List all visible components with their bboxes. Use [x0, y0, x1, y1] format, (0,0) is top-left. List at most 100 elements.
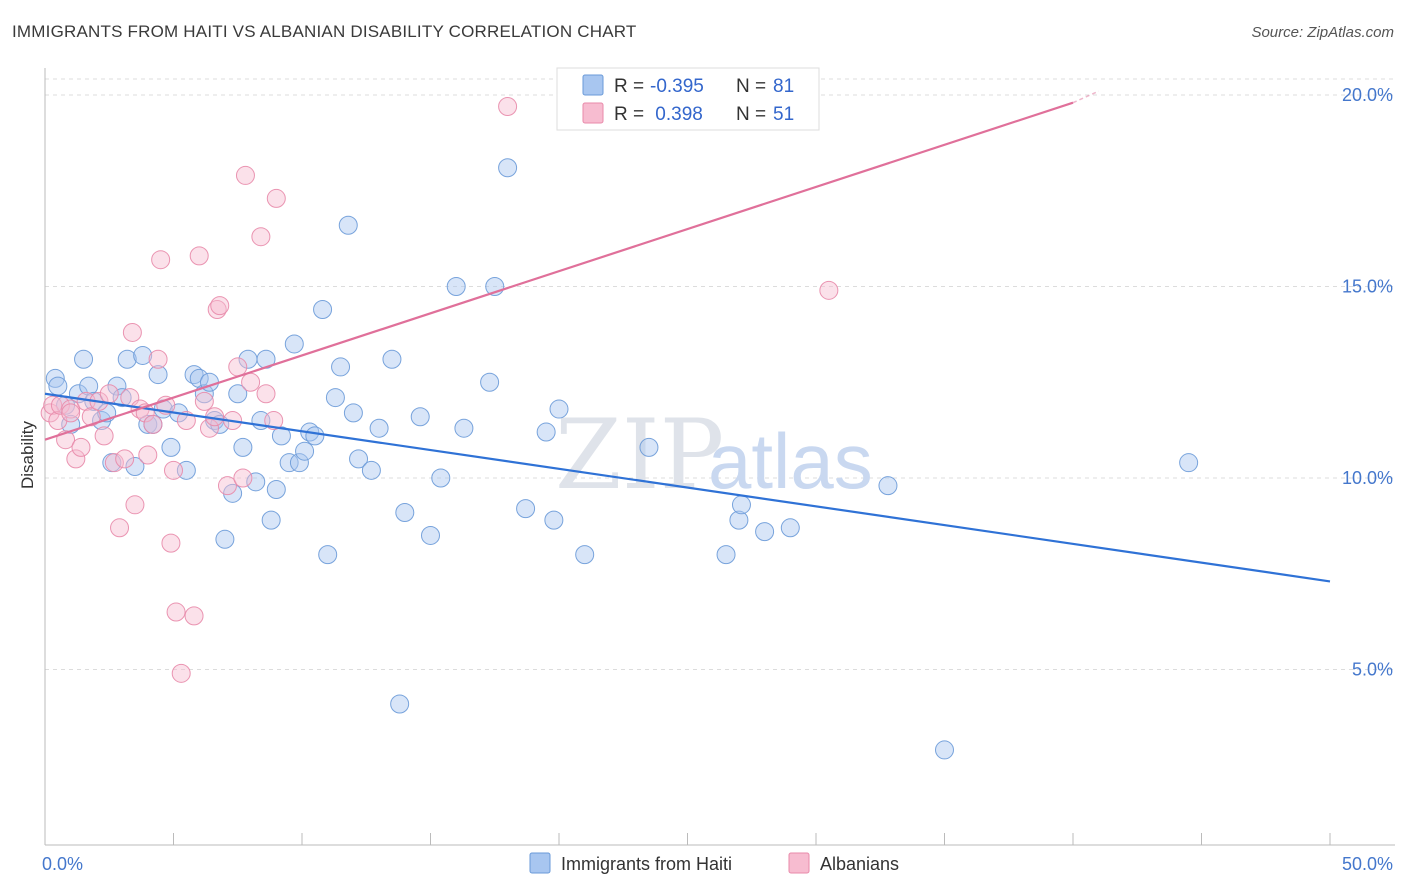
haiti-point: [161, 437, 181, 457]
haiti-point: [421, 525, 440, 545]
albanian-point: [498, 96, 518, 116]
y-tick-label: 20.0%: [1342, 85, 1393, 105]
albanian-point: [125, 495, 145, 515]
albanian-point: [43, 395, 63, 415]
legend-n-value-haiti: 81: [773, 76, 794, 97]
axes: [44, 68, 1395, 846]
haiti-point: [731, 495, 751, 515]
albanian-point: [66, 449, 86, 469]
albanian-point: [199, 418, 219, 438]
data-points: [40, 96, 1199, 760]
haiti-point: [325, 388, 345, 408]
trend-lines: [44, 90, 1331, 583]
albanian-point: [40, 403, 60, 423]
haiti-point: [780, 518, 800, 538]
legend-swatch-haiti: [582, 74, 604, 96]
haiti-point: [107, 376, 127, 396]
albanian-point: [819, 280, 839, 300]
x-tick-label-end: 50.0%: [1342, 854, 1393, 874]
haiti-point: [48, 376, 68, 396]
haiti-point: [331, 357, 351, 377]
y-tick-label: 10.0%: [1342, 468, 1393, 488]
y-axis-label: Disability: [18, 420, 37, 489]
haiti-point: [498, 158, 518, 178]
albanian-point: [235, 165, 255, 185]
haiti-point: [279, 453, 299, 473]
albanian-point: [241, 372, 261, 392]
legend-n-value-albanians: 51: [773, 104, 794, 125]
haiti-point: [125, 457, 145, 477]
haiti-point: [184, 365, 204, 385]
albanian-point: [217, 476, 237, 496]
haiti-point: [343, 403, 363, 423]
haiti-point: [189, 368, 209, 388]
albanian-point: [110, 518, 130, 538]
albanian-point: [194, 391, 214, 411]
haiti-point: [148, 365, 168, 385]
haiti-point: [549, 399, 569, 419]
albanian-point: [81, 407, 101, 427]
albanian-point: [138, 445, 158, 465]
albanian-trend-extension: [1072, 90, 1100, 104]
haiti-point: [536, 422, 556, 442]
haiti-point: [79, 376, 99, 396]
haiti-point: [74, 349, 94, 369]
haiti-point: [935, 740, 954, 760]
haiti-point: [233, 437, 253, 457]
watermark-atlas: atlas: [708, 417, 873, 505]
haiti-point: [361, 460, 381, 480]
haiti-point: [338, 215, 358, 235]
haiti-point: [454, 418, 474, 438]
albanian-point: [189, 246, 209, 266]
haiti-point: [289, 453, 309, 473]
bottom-legend-label-haiti: Immigrants from Haiti: [561, 854, 732, 874]
bottom-legend: Immigrants from Haiti Albanians: [529, 852, 899, 874]
haiti-point: [313, 299, 333, 319]
haiti-point: [284, 334, 304, 354]
haiti-point: [305, 426, 325, 446]
bottom-legend-swatch-haiti: [529, 852, 551, 874]
haiti-point: [639, 437, 659, 457]
albanian-point: [71, 437, 91, 457]
watermark-zip: ZIP: [555, 399, 724, 511]
haiti-point: [228, 384, 248, 404]
haiti-point: [271, 426, 291, 446]
haiti-point: [755, 522, 775, 542]
albanian-point: [171, 663, 191, 683]
albanian-point: [104, 453, 124, 473]
albanian-point: [228, 357, 248, 377]
haiti-point: [318, 545, 338, 565]
haiti-trend-line: [44, 392, 1331, 583]
haiti-point: [266, 479, 286, 499]
haiti-point: [112, 388, 132, 408]
albanian-point: [115, 449, 135, 469]
legend-n-label-haiti: N =: [736, 76, 766, 97]
albanian-point: [264, 411, 284, 431]
tick-labels: 5.0% 10.0% 15.0% 20.0% 0.0% 50.0%: [42, 85, 1393, 874]
legend-r-value-haiti: -0.395: [650, 76, 704, 97]
y-tick-label: 5.0%: [1352, 660, 1393, 680]
legend-r-value-albanians: 0.398: [650, 104, 703, 125]
chart-source: Source: ZipAtlas.com: [1251, 24, 1394, 41]
haiti-point: [369, 418, 389, 438]
legend-r-label-albanians: R =: [614, 104, 644, 125]
albanian-point: [61, 403, 81, 423]
haiti-point: [410, 407, 430, 427]
haiti-point: [395, 502, 415, 522]
haiti-point: [382, 349, 402, 369]
albanian-point: [256, 384, 276, 404]
haiti-point: [117, 349, 137, 369]
bottom-legend-label-albanians: Albanians: [820, 854, 899, 874]
haiti-point: [246, 472, 266, 492]
albanian-point: [251, 227, 271, 247]
legend-swatch-albanians: [582, 102, 604, 124]
haiti-point: [431, 468, 451, 488]
albanian-point: [143, 414, 163, 434]
haiti-point: [133, 345, 153, 365]
albanian-point: [233, 468, 253, 488]
haiti-point: [446, 277, 466, 296]
albanian-point: [210, 296, 230, 316]
haiti-point: [480, 372, 500, 392]
legend-n-label-albanians: N =: [736, 104, 766, 125]
albanian-point: [99, 384, 119, 404]
